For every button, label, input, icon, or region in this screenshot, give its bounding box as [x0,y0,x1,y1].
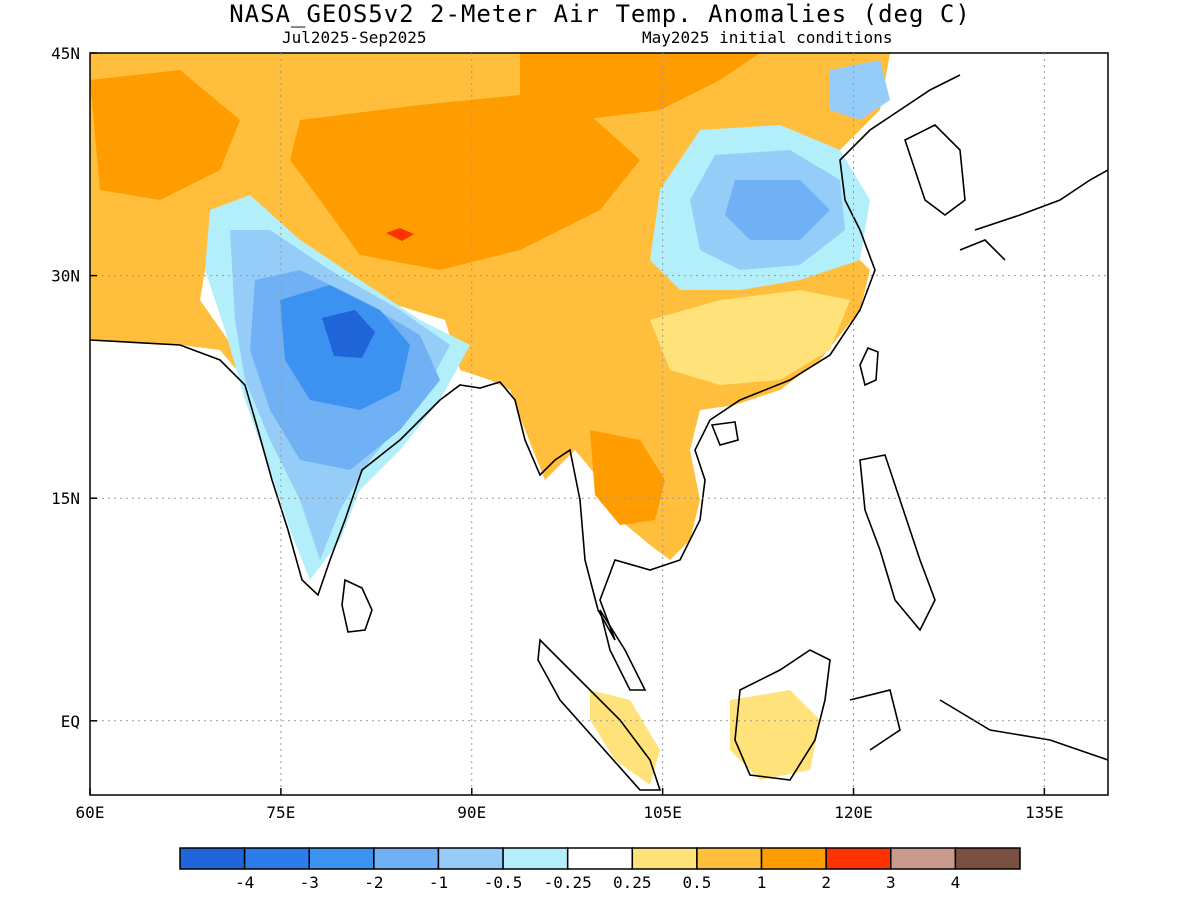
coastline-taiwan [859,346,879,387]
colorbar: -4 -3 -2 -1 -0.5 -0.25 0.25 0.5 1 2 3 4 [179,847,1021,892]
mild-warm-south-china [650,290,850,385]
colorbar-swatch [760,847,827,870]
colorbar-swatch [373,847,440,870]
anomaly-field [90,53,890,785]
colorbar-label: -0.25 [544,873,592,892]
coastline-sri-lanka [341,578,373,633]
longitude-axis: 60E 75E 90E 105E 120E 135E [76,788,1064,822]
strong-warm-central-asia [90,70,240,200]
strong-warm-indochina [590,430,665,525]
coastline-hainan [710,421,739,446]
colorbar-label: -2 [364,873,383,892]
colorbar-swatch [566,847,634,870]
hot-spot-tibet [386,228,414,241]
colorbar-swatch [631,847,698,870]
cool-northeast-china [830,60,890,120]
forecast-period: Jul2025-Sep2025 [282,28,427,47]
colorbar-label: 0.25 [613,873,652,892]
coastline-philippines [859,454,936,632]
x-tick-label: 75E [266,803,295,822]
x-tick-label: 135E [1025,803,1064,822]
colorbar-swatch [179,847,246,870]
colorbar-swatch [954,847,1021,870]
very-strong-cool-india [322,310,375,358]
coastline-sulawesi-new-guinea [849,689,1108,761]
colorbar-swatch [308,847,375,870]
gridlines [90,53,1108,795]
colorbar-swatch [696,847,763,870]
colorbar-swatch [243,847,310,870]
y-tick-label: 30N [51,267,80,286]
coastlines [90,74,1108,791]
y-tick-label: 15N [51,489,80,508]
colorbar-label: 2 [821,873,831,892]
coastline-japan [959,169,1108,261]
warm-patch-borneo [730,690,820,780]
coastline-sumatra [537,638,662,791]
coastline-asia [90,74,961,641]
y-tick-label: EQ [61,712,80,731]
colorbar-label: -1 [429,873,448,892]
colorbar-swatch [825,847,892,870]
coastline-malay-peninsula [599,609,647,691]
colorbar-label: -4 [235,873,254,892]
colorbar-label: -3 [300,873,319,892]
x-tick-label: 90E [457,803,486,822]
latitude-axis: 45N 30N 15N EQ [51,44,97,731]
x-tick-label: 105E [643,803,682,822]
cool-core-east-china [725,180,830,240]
initial-conditions: May2025 initial conditions [642,28,893,47]
colorbar-label: -0.5 [484,873,523,892]
coastline-borneo [734,649,831,781]
x-tick-label: 120E [834,803,873,822]
y-tick-label: 45N [51,44,80,63]
colorbar-swatch [502,847,569,870]
colorbar-label: 1 [757,873,767,892]
colorbar-swatch [437,847,504,870]
coastline-korea [904,124,966,216]
colorbar-label: 4 [951,873,961,892]
warm-patch-sumatra [590,690,660,785]
colorbar-label: 3 [886,873,896,892]
map-title: NASA_GEOS5v2 2-Meter Air Temp. Anomalies… [229,0,971,28]
colorbar-label: 0.5 [682,873,711,892]
map-frame [89,52,1109,796]
strong-warm-mongolia [520,53,760,120]
strong-warm-tibet [290,95,640,270]
x-tick-label: 60E [76,803,105,822]
colorbar-swatch [890,847,957,870]
